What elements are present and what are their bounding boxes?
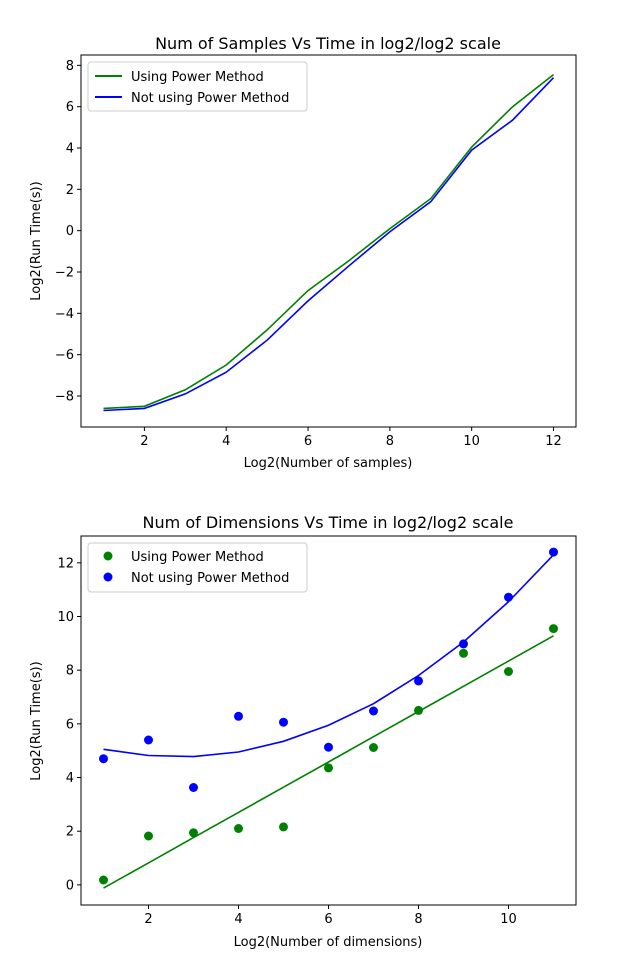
series-line-power — [103, 73, 554, 410]
data-point-power — [324, 763, 333, 773]
data-point-power — [234, 824, 243, 833]
x-tick-label: 12 — [545, 434, 562, 449]
series-lines — [103, 73, 555, 412]
legend-marker-no-power — [103, 572, 113, 582]
data-point-no-power — [459, 639, 468, 649]
legend-label-power: Using Power Method — [131, 70, 264, 85]
data-point-power — [549, 624, 558, 634]
y-tick-label: 4 — [66, 771, 74, 786]
chart-title: Num of Samples Vs Time in log2/log2 scal… — [155, 34, 501, 53]
chart-title: Num of Dimensions Vs Time in log2/log2 s… — [143, 513, 514, 532]
y-tick-label: 8 — [66, 664, 74, 679]
data-point-no-power — [144, 735, 153, 745]
legend-box — [87, 61, 308, 112]
data-point-no-power — [279, 717, 288, 727]
data-point-power — [369, 743, 378, 752]
axis-ticks: 2 4 6 8 10 0 2 4 6 8 10 12 — [57, 556, 516, 927]
data-point-power — [279, 822, 288, 832]
legend: Using Power Method Not using Power Metho… — [87, 61, 308, 112]
y-tick-label: 6 — [66, 100, 74, 115]
data-point-power — [459, 648, 468, 658]
legend-box — [87, 542, 308, 593]
y-tick-label: 12 — [57, 556, 74, 571]
y-tick-label: 8 — [66, 59, 74, 74]
data-point-no-power — [369, 706, 378, 716]
y-tick-label: 0 — [66, 224, 74, 239]
y-axis-label: Log2(Run Time(s)) — [29, 181, 44, 300]
plot-area — [80, 54, 577, 428]
data-point-power — [414, 705, 423, 715]
y-tick-label: 6 — [66, 717, 74, 732]
fit-line-no-power — [103, 554, 555, 758]
dimensions-chart: Num of Dimensions Vs Time in log2/log2 s… — [29, 513, 577, 950]
x-tick-label: 2 — [140, 434, 148, 449]
data-point-no-power — [234, 711, 243, 721]
y-tick-label: 4 — [66, 142, 74, 157]
x-tick-label: 6 — [304, 434, 312, 449]
y-tick-label: −2 — [55, 266, 74, 281]
y-tick-label: −8 — [55, 390, 74, 405]
legend: Using Power Method Not using Power Metho… — [87, 542, 308, 593]
data-point-power — [504, 667, 513, 676]
x-tick-label: 2 — [144, 912, 152, 927]
data-point-no-power — [504, 592, 513, 602]
y-axis-label: Log2(Run Time(s)) — [29, 661, 44, 780]
x-tick-label: 6 — [324, 912, 332, 927]
x-axis-label: Log2(Number of samples) — [244, 456, 413, 471]
data-point-power — [144, 831, 153, 841]
x-tick-label: 8 — [414, 912, 422, 927]
legend-marker-power — [103, 551, 113, 561]
y-tick-label: −4 — [55, 307, 74, 322]
y-tick-label: 10 — [57, 610, 74, 625]
x-tick-label: 10 — [500, 912, 517, 927]
samples-chart: Num of Samples Vs Time in log2/log2 scal… — [29, 34, 577, 471]
data-point-no-power — [99, 754, 108, 764]
y-tick-label: 0 — [66, 878, 74, 893]
legend-label-no-power: Not using Power Method — [131, 91, 289, 106]
data-point-no-power — [414, 676, 423, 686]
data-point-no-power — [549, 547, 558, 557]
x-tick-label: 8 — [386, 434, 394, 449]
data-point-power — [189, 828, 198, 838]
y-tick-label: 2 — [66, 825, 74, 840]
series-line-no-power — [103, 77, 555, 412]
data-point-no-power — [324, 742, 333, 752]
data-point-no-power — [189, 783, 198, 792]
fit-line-power — [103, 635, 554, 889]
legend-label-power: Using Power Method — [131, 550, 264, 565]
series-marks — [99, 547, 558, 889]
x-tick-label: 4 — [222, 434, 230, 449]
x-axis-label: Log2(Number of dimensions) — [234, 935, 423, 950]
legend-label-no-power: Not using Power Method — [131, 571, 289, 586]
y-tick-label: 2 — [66, 183, 74, 198]
data-point-power — [99, 875, 108, 885]
x-tick-label: 4 — [234, 912, 242, 927]
axis-ticks: 2 4 6 8 10 12 −8 −6 −4 −2 0 2 4 6 8 — [55, 59, 562, 449]
y-tick-label: −6 — [55, 348, 74, 363]
x-tick-label: 10 — [463, 434, 480, 449]
